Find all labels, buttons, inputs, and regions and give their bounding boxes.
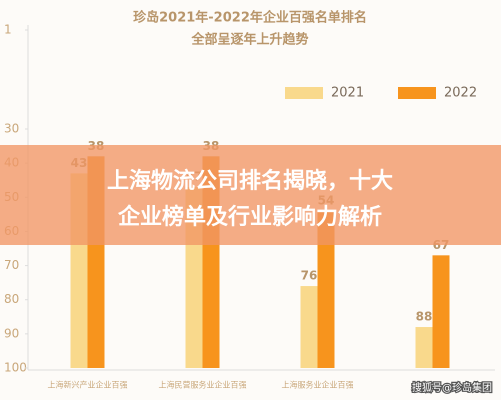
bar <box>415 327 433 368</box>
bar <box>317 210 335 368</box>
bar <box>300 286 318 368</box>
y-tick-label: 30 <box>4 122 19 136</box>
watermark: 搜狐号@珍岛集团 <box>412 381 492 394</box>
x-tick-label: 上海新兴产业企业百强 <box>48 380 128 390</box>
value-label: 76 <box>301 269 318 283</box>
x-tick-label: 上海服务业企业百强 <box>282 380 354 390</box>
legend-label: 2021 <box>331 86 364 101</box>
banner-line: 上海物流公司排名揭晓，十大 <box>107 168 393 194</box>
banner-line: 企业榜单及行业影响力解析 <box>117 204 382 230</box>
y-tick-label: 70 <box>4 258 19 272</box>
chart-title: 珍岛2021年-2022年企业百强名单排名 <box>133 10 367 26</box>
x-tick-label: 上海民营服务业企业百强 <box>159 380 247 390</box>
y-tick-label: 80 <box>4 292 19 306</box>
legend-label: 2022 <box>444 86 477 101</box>
legend-swatch <box>398 87 436 99</box>
value-label: 88 <box>416 310 433 324</box>
chart-subtitle: 全部呈逐年上升趋势 <box>190 32 308 48</box>
bar <box>432 255 450 368</box>
legend-swatch <box>285 87 323 99</box>
y-tick-label: 90 <box>4 326 19 340</box>
banner <box>0 145 501 245</box>
y-tick-label: 1 <box>4 23 12 37</box>
y-tick-label: 100 <box>4 361 27 375</box>
